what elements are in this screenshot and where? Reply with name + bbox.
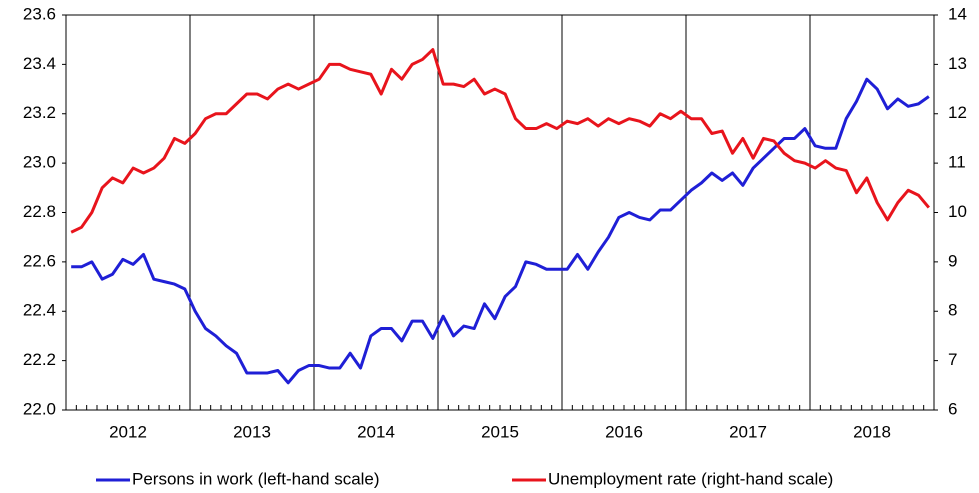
x-tick-label: 2012	[109, 422, 147, 441]
y-tick-label: 22.0	[23, 399, 56, 418]
y-tick-label: 23.4	[23, 54, 56, 73]
y-tick-label: 22.8	[23, 202, 56, 221]
x-tick-label: 2014	[357, 422, 395, 441]
y-tick-label: 23.2	[23, 103, 56, 122]
y2-tick-label: 8	[948, 301, 957, 320]
y2-tick-label: 13	[948, 54, 967, 73]
legend-label: Unemployment rate (right-hand scale)	[548, 469, 833, 488]
data-line	[71, 77, 930, 385]
y2-tick-label: 10	[948, 202, 967, 221]
plot-frame	[65, 14, 935, 411]
y2-tick-label: 11	[948, 153, 966, 172]
x-tick-label: 2017	[729, 422, 767, 441]
x-tick-label: 2016	[605, 422, 643, 441]
y2-tick-label: 6	[948, 399, 957, 418]
y-tick-label: 22.6	[23, 251, 56, 270]
x-tick-label: 2018	[853, 422, 891, 441]
y2-tick-label: 14	[948, 4, 967, 23]
y2-tick-label: 9	[948, 251, 957, 270]
y-tick-label: 22.2	[23, 350, 56, 369]
y2-tick-label: 12	[948, 103, 967, 122]
y2-tick-label: 7	[948, 350, 957, 369]
x-tick-label: 2015	[481, 422, 519, 441]
y-tick-label: 22.4	[23, 301, 56, 320]
y-tick-label: 23.0	[23, 153, 56, 172]
data-line	[70, 48, 930, 234]
x-tick-label: 2013	[233, 422, 271, 441]
y-tick-label: 23.6	[23, 4, 56, 23]
legend-label: Persons in work (left-hand scale)	[132, 469, 380, 488]
